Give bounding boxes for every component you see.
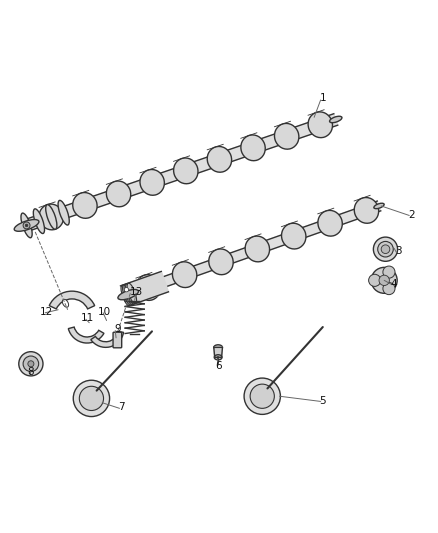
Wedge shape <box>68 327 104 343</box>
Circle shape <box>23 222 30 229</box>
Text: 7: 7 <box>118 402 125 412</box>
Ellipse shape <box>329 116 342 123</box>
Circle shape <box>383 266 395 278</box>
Ellipse shape <box>123 285 132 305</box>
Polygon shape <box>25 114 338 231</box>
Circle shape <box>381 245 390 254</box>
Circle shape <box>25 224 28 227</box>
Circle shape <box>378 241 393 257</box>
Ellipse shape <box>209 249 233 274</box>
Text: 3: 3 <box>395 246 402 256</box>
Ellipse shape <box>318 211 343 236</box>
Text: 12: 12 <box>39 307 53 317</box>
Circle shape <box>373 237 398 261</box>
Polygon shape <box>127 201 381 300</box>
Ellipse shape <box>354 198 379 223</box>
Ellipse shape <box>136 274 160 301</box>
Text: 5: 5 <box>319 395 326 406</box>
Circle shape <box>19 352 43 376</box>
Wedge shape <box>91 332 124 348</box>
Circle shape <box>124 288 129 292</box>
Circle shape <box>371 268 397 293</box>
Ellipse shape <box>282 223 306 249</box>
Ellipse shape <box>214 345 223 350</box>
Text: 11: 11 <box>81 313 94 324</box>
Ellipse shape <box>106 181 131 207</box>
Circle shape <box>79 386 103 410</box>
Ellipse shape <box>127 283 137 304</box>
Polygon shape <box>214 348 223 357</box>
Text: 10: 10 <box>98 307 111 317</box>
Ellipse shape <box>46 205 57 229</box>
Ellipse shape <box>73 192 97 219</box>
Ellipse shape <box>275 124 299 149</box>
Circle shape <box>73 380 110 417</box>
Wedge shape <box>49 291 95 309</box>
Ellipse shape <box>124 284 134 305</box>
Text: 1: 1 <box>319 93 326 103</box>
Circle shape <box>383 282 395 295</box>
Circle shape <box>250 384 274 408</box>
Text: 4: 4 <box>391 279 397 289</box>
Ellipse shape <box>140 169 164 195</box>
Text: 6: 6 <box>215 361 223 371</box>
Ellipse shape <box>214 355 222 360</box>
Ellipse shape <box>14 220 39 231</box>
Text: 2: 2 <box>408 209 415 220</box>
Circle shape <box>369 274 381 286</box>
Ellipse shape <box>39 204 64 230</box>
Text: 9: 9 <box>114 324 121 334</box>
FancyBboxPatch shape <box>113 332 122 348</box>
Ellipse shape <box>58 200 69 225</box>
Ellipse shape <box>121 285 131 306</box>
Circle shape <box>28 361 34 367</box>
Ellipse shape <box>21 213 32 238</box>
Ellipse shape <box>374 203 384 209</box>
Text: 8: 8 <box>28 367 34 377</box>
Ellipse shape <box>308 112 332 138</box>
Circle shape <box>379 275 389 286</box>
Text: 13: 13 <box>130 287 144 297</box>
Ellipse shape <box>126 284 135 304</box>
Ellipse shape <box>207 147 232 172</box>
Ellipse shape <box>173 262 197 287</box>
Ellipse shape <box>173 158 198 184</box>
Ellipse shape <box>118 289 138 300</box>
Circle shape <box>23 356 39 372</box>
Ellipse shape <box>241 135 265 160</box>
Ellipse shape <box>33 209 45 233</box>
Circle shape <box>244 378 280 414</box>
Ellipse shape <box>245 236 269 262</box>
Polygon shape <box>120 271 169 306</box>
Ellipse shape <box>62 300 69 307</box>
